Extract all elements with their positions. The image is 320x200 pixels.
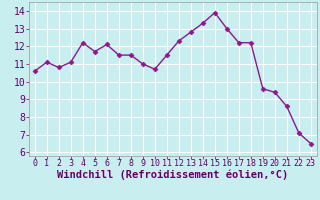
X-axis label: Windchill (Refroidissement éolien,°C): Windchill (Refroidissement éolien,°C) xyxy=(57,170,288,180)
